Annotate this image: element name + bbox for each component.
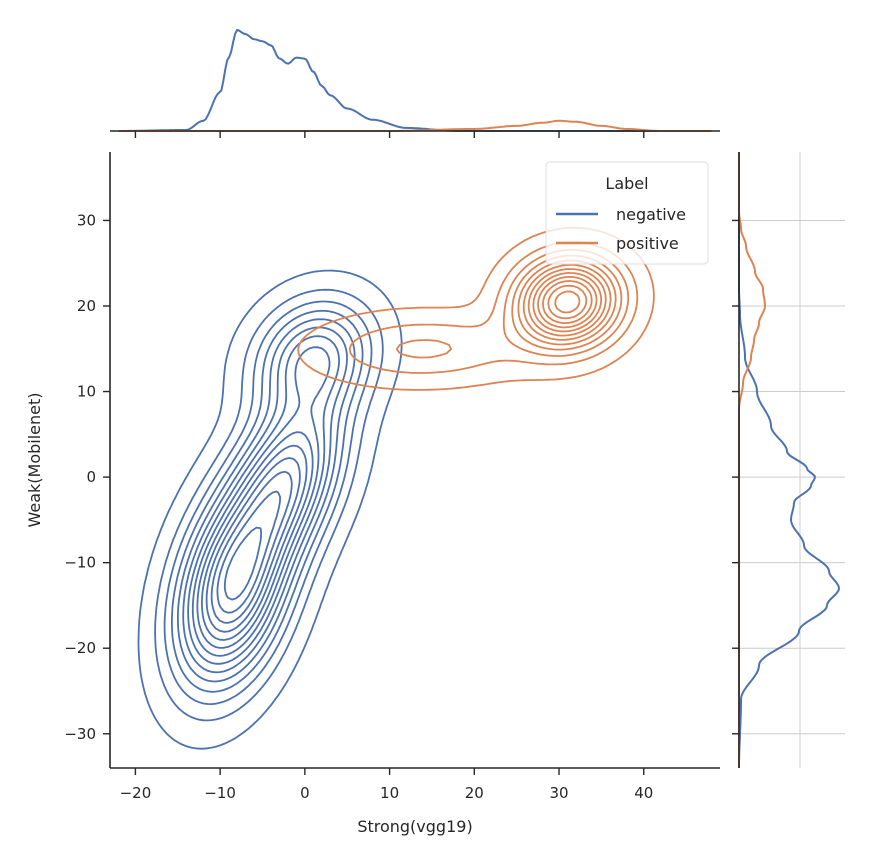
x-tick-label: −20 <box>120 784 152 802</box>
contour-negative <box>210 470 293 624</box>
x-tick-label: 0 <box>300 784 310 802</box>
top-marginal-ticks <box>134 131 645 138</box>
top-marginal-curves <box>118 28 712 132</box>
contour-negative <box>177 318 356 683</box>
contour-negative <box>201 444 308 641</box>
legend-title: Label <box>605 174 648 193</box>
contour-positive <box>517 259 617 346</box>
y-ticks: −30 −20 −10 0 10 20 30 <box>64 211 110 743</box>
joint-plot: −20 −10 0 10 20 30 40 −30 −20 −10 0 10 20 30 Strong(… <box>25 152 720 836</box>
right-marginal-curves <box>738 152 840 768</box>
contour-negative <box>187 335 340 665</box>
top-marginal-plot <box>110 28 720 138</box>
contour-positive <box>542 280 593 324</box>
legend-label-positive: positive <box>616 234 679 253</box>
contour-positive <box>554 290 581 314</box>
y-tick-label: −20 <box>64 639 96 657</box>
y-tick-label: 10 <box>77 383 96 401</box>
x-tick-label: 30 <box>549 784 568 802</box>
y-tick-label: 0 <box>86 468 96 486</box>
marginal-y-positive <box>738 152 767 768</box>
x-tick-label: −10 <box>204 784 236 802</box>
right-marginal-plot <box>732 152 845 768</box>
y-axis-title: Weak(Mobilenet) <box>25 392 44 527</box>
y-tick-label: −10 <box>64 554 96 572</box>
marginal-x-positive <box>118 119 712 132</box>
contour-negative <box>191 346 331 657</box>
legend-box <box>545 161 709 265</box>
contour-positive <box>522 264 612 341</box>
contour-negative <box>216 490 281 614</box>
joint-contours <box>137 226 655 750</box>
contour-positive <box>532 272 603 333</box>
right-marginal-ticks <box>732 219 739 735</box>
marginal-x-negative <box>118 28 712 132</box>
contour-negative <box>196 431 314 649</box>
legend-label-negative: negative <box>616 205 686 224</box>
x-tick-label: 20 <box>465 784 484 802</box>
y-tick-label: 30 <box>77 211 96 229</box>
marginal-y-negative <box>738 152 840 768</box>
legend: Label negative positive <box>545 161 709 265</box>
x-ticks: −20 −10 0 10 20 30 40 <box>120 768 653 802</box>
contour-negative <box>182 326 348 674</box>
contour-positive <box>527 268 607 337</box>
contour-negative <box>205 457 301 633</box>
contour-positive <box>537 276 598 329</box>
contour-negative <box>137 269 403 750</box>
right-marginal-grid <box>739 152 845 768</box>
y-tick-label: 20 <box>77 297 96 315</box>
contour-negative <box>163 300 373 705</box>
y-tick-label: −30 <box>64 725 96 743</box>
contour-negative <box>154 288 384 722</box>
x-tick-label: 40 <box>634 784 653 802</box>
x-axis-title: Strong(vgg19) <box>357 817 472 836</box>
x-tick-label: 10 <box>380 784 399 802</box>
contour-positive <box>547 284 588 320</box>
contour-negative <box>223 526 262 601</box>
